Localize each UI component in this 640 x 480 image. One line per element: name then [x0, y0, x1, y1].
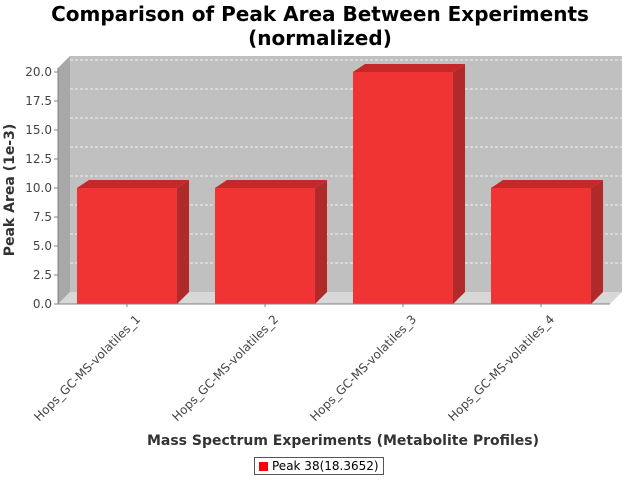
- bar-top: [490, 180, 604, 188]
- y-tick-label: 7.5: [33, 210, 52, 224]
- y-tick-label: 2.5: [33, 268, 52, 282]
- y-tick-label: 20.0: [25, 65, 52, 79]
- bar: [352, 64, 466, 304]
- bar: [490, 180, 604, 304]
- bar-front: [490, 188, 592, 304]
- plot-left-wall: [58, 56, 70, 304]
- bar: [214, 180, 328, 304]
- bar-front: [352, 72, 454, 304]
- x-tick-label: Hops_GC-MS-volatiles_4: [445, 312, 557, 424]
- x-axis-label: Mass Spectrum Experiments (Metabolite Pr…: [147, 433, 539, 449]
- bar-side: [453, 64, 466, 304]
- y-tick-label: 10.0: [25, 181, 52, 195]
- y-tick-label: 5.0: [33, 239, 52, 253]
- chart-title-line-1: Comparison of Peak Area Between Experime…: [51, 2, 589, 26]
- bar-front: [76, 188, 178, 304]
- y-axis-label: Peak Area (1e-3): [2, 124, 18, 257]
- chart-title-line-2: (normalized): [248, 26, 392, 50]
- x-tick-label: Hops_GC-MS-volatiles_3: [307, 312, 419, 424]
- bar-top: [214, 180, 328, 188]
- x-axis: Hops_GC-MS-volatiles_1 Hops_GC-MS-volatil…: [31, 303, 610, 424]
- bar-side: [177, 180, 190, 304]
- bars: [76, 64, 604, 304]
- bar-front: [214, 188, 316, 304]
- y-tick-label: 0.0: [33, 297, 52, 311]
- y-axis: 0.0 2.5 5.0 7.5 10.0 12.5 15.0 17.5 20.0: [25, 65, 59, 311]
- chart-title: Comparison of Peak Area Between Experime…: [0, 2, 640, 50]
- legend: Peak 38(18.3652): [254, 457, 384, 475]
- legend-label: Peak 38(18.3652): [272, 459, 379, 473]
- bar-top: [76, 180, 190, 188]
- y-tick-label: 15.0: [25, 123, 52, 137]
- y-tick-label: 12.5: [25, 152, 52, 166]
- y-tick-label: 17.5: [25, 94, 52, 108]
- plot-floor: [58, 292, 622, 304]
- x-tick-label: Hops_GC-MS-volatiles_2: [169, 312, 281, 424]
- legend-swatch: [259, 461, 268, 471]
- bar-side: [591, 180, 604, 304]
- bar-side: [315, 180, 328, 304]
- bar: [76, 180, 190, 304]
- bar-top: [352, 64, 466, 72]
- x-tick-label: Hops_GC-MS-volatiles_1: [31, 312, 143, 424]
